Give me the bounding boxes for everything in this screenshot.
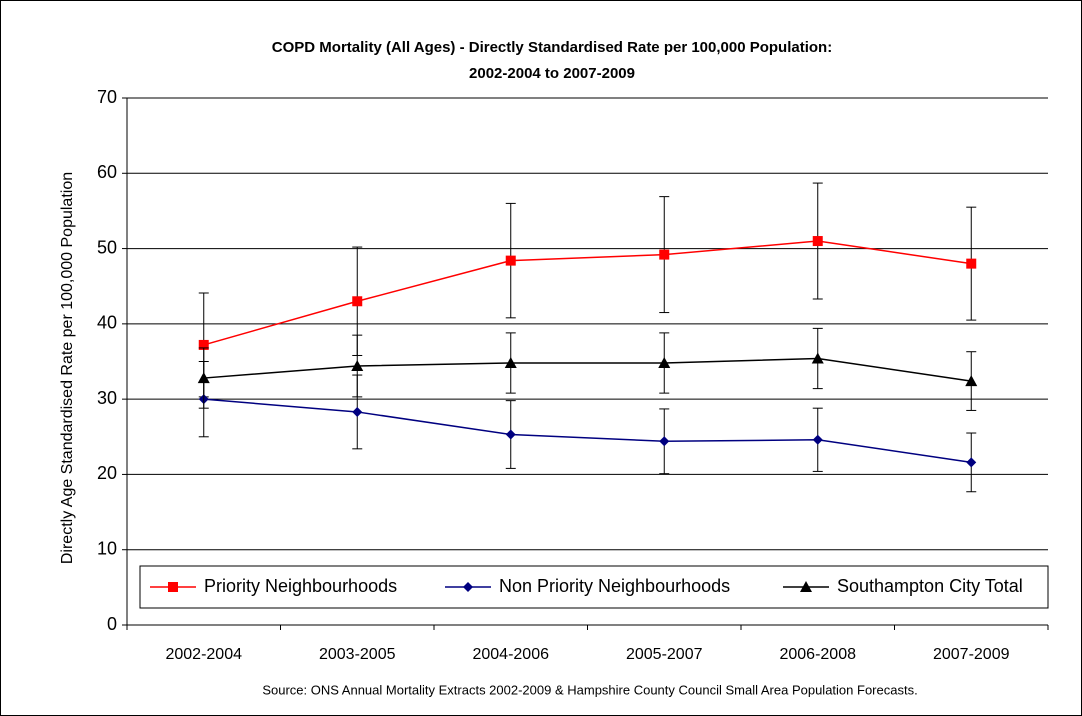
x-tick-label: 2003-2005 <box>319 646 396 663</box>
x-tick-label: 2002-2004 <box>165 646 242 663</box>
marker <box>966 457 977 468</box>
source-note: Source: ONS Annual Mortality Extracts 20… <box>262 682 917 697</box>
chart-title: 2002-2004 to 2007-2009 <box>469 65 635 82</box>
marker <box>198 339 209 350</box>
x-tick-label: 2004-2006 <box>472 646 549 663</box>
marker <box>505 255 516 266</box>
marker <box>168 582 178 592</box>
marker <box>800 581 812 592</box>
legend-box <box>139 565 1049 609</box>
y-tick-label: 30 <box>97 388 117 408</box>
marker <box>965 375 978 387</box>
y-tick-label: 10 <box>97 538 117 558</box>
marker <box>351 360 364 372</box>
marker <box>352 296 363 307</box>
y-axis-title: Directly Age Standardised Rate per 100,0… <box>59 172 76 564</box>
marker <box>659 436 670 447</box>
series-line <box>203 398 972 464</box>
marker <box>659 249 670 260</box>
chart-title: COPD Mortality (All Ages) - Directly Sta… <box>272 39 832 56</box>
series-line <box>203 240 972 346</box>
y-tick-label: 20 <box>97 463 117 483</box>
x-tick-label: 2005-2007 <box>626 646 703 663</box>
marker <box>504 357 517 369</box>
marker <box>812 236 823 247</box>
legend-label: Southampton City Total <box>837 576 1023 596</box>
y-tick-label: 0 <box>107 614 117 634</box>
marker <box>812 434 823 445</box>
marker <box>197 372 210 384</box>
marker <box>505 429 516 440</box>
legend-label: Non Priority Neighbourhoods <box>499 576 730 596</box>
y-tick-label: 50 <box>97 237 117 257</box>
x-tick-label: 2006-2008 <box>779 646 856 663</box>
marker <box>658 357 671 369</box>
marker <box>811 352 824 364</box>
marker <box>352 406 363 417</box>
y-tick-label: 40 <box>97 313 117 333</box>
marker <box>966 258 977 269</box>
y-tick-label: 70 <box>97 87 117 107</box>
marker <box>463 582 473 592</box>
x-tick-label: 2007-2009 <box>933 646 1010 663</box>
series-line <box>203 357 972 382</box>
y-tick-label: 60 <box>97 162 117 182</box>
legend-label: Priority Neighbourhoods <box>204 576 397 596</box>
